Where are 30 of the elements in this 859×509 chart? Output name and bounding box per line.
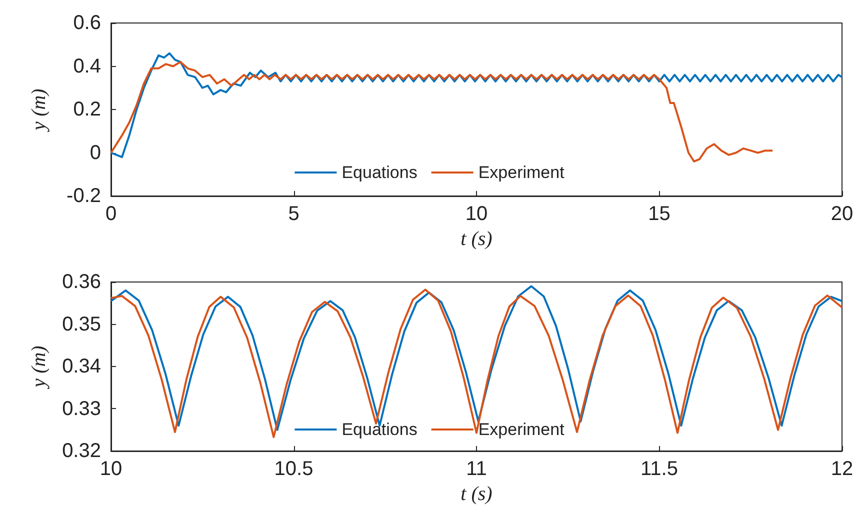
x-tick-label: 12 — [830, 458, 854, 480]
x-tick-label: 11 — [466, 458, 487, 480]
y-tick-label: 0.6 — [73, 12, 101, 34]
legend-label: Equations — [342, 420, 418, 439]
y-tick-label: 0.34 — [62, 356, 101, 378]
y-tick-label: 0.32 — [62, 440, 101, 462]
x-tick-label: 10 — [465, 203, 488, 225]
line-series — [110, 52, 843, 158]
x-tick-label: 11.5 — [640, 458, 678, 480]
y-tick-label: 0.33 — [62, 398, 101, 420]
legend-label: Experiment — [478, 420, 565, 439]
legend-label: Experiment — [478, 163, 565, 182]
x-tick-label: 5 — [288, 203, 300, 225]
x-axis-title: t (s) — [460, 483, 493, 505]
y-tick-label: 0.36 — [62, 271, 101, 293]
x-tick-label: 20 — [830, 203, 854, 225]
y-axis-title: y (m) — [28, 88, 50, 132]
x-tick-label: 10 — [100, 458, 122, 480]
y-tick-label: 0 — [90, 142, 101, 164]
y-tick-label: 0.35 — [62, 313, 101, 336]
y-tick-label: 0.4 — [73, 55, 101, 78]
x-axis-title: t (s) — [460, 228, 493, 250]
x-tick-label: 10.5 — [274, 458, 314, 480]
y-tick-label: -0.2 — [66, 185, 101, 207]
x-tick-label: 15 — [648, 203, 670, 225]
line-series — [110, 60, 774, 162]
legend-label: Equations — [342, 163, 418, 182]
y-tick-label: 0.2 — [73, 98, 101, 120]
y-axis-title: y (m) — [28, 345, 50, 390]
x-tick-label: 0 — [105, 203, 117, 225]
